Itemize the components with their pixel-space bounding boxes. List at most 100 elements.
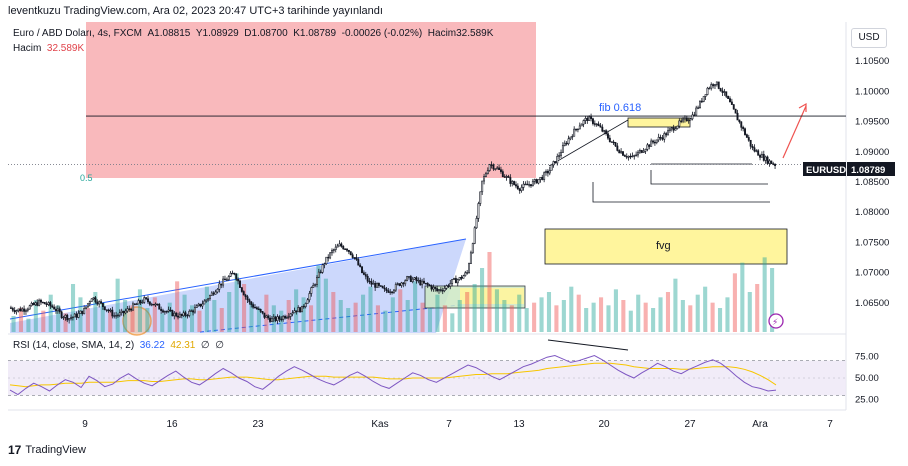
candle-body <box>575 128 578 131</box>
candle-body <box>167 309 170 312</box>
candle-body <box>385 288 388 291</box>
volume-bar <box>472 284 477 332</box>
last-price-tag <box>847 162 895 176</box>
candle-body <box>434 286 437 289</box>
candle-body <box>113 315 116 317</box>
candle-body <box>699 100 701 109</box>
candle-body <box>148 301 151 305</box>
candle-body <box>246 296 249 301</box>
candle-body <box>411 278 414 282</box>
candle-body <box>546 170 549 174</box>
volume-bar <box>56 305 61 332</box>
legend-symbol[interactable]: Euro / ABD Doları, 4s, FXCM <box>13 28 142 39</box>
candle-body <box>550 164 553 171</box>
candle-body <box>45 303 48 306</box>
volume-bar <box>435 294 440 332</box>
volume-bar <box>524 308 529 332</box>
candle-body <box>541 176 544 180</box>
volume-bar <box>242 284 247 332</box>
volume-bar <box>546 292 552 332</box>
candle-body <box>310 287 313 294</box>
candle-body <box>60 311 63 318</box>
candle-body <box>721 90 724 93</box>
candle-body <box>471 243 474 254</box>
candle-body <box>370 281 373 285</box>
rsi-legend-name[interactable]: RSI (14, close, SMA, 14, 2) <box>13 340 135 351</box>
candle-body <box>261 311 264 314</box>
candle-body <box>571 135 574 138</box>
candle-body <box>154 303 157 306</box>
currency-button[interactable]: USD <box>851 28 887 48</box>
candle-body <box>295 310 298 313</box>
candle-body <box>576 128 579 131</box>
candle-body <box>501 171 504 177</box>
volume-bar <box>323 278 328 332</box>
candle-body <box>528 184 531 186</box>
candle-body <box>697 107 700 109</box>
candle-body <box>759 155 761 158</box>
candle-body <box>58 308 61 313</box>
candle-body <box>584 118 587 121</box>
volume-legend-label[interactable]: Hacim <box>13 43 42 54</box>
candle-body <box>520 187 523 191</box>
candle-body <box>13 310 16 313</box>
candle-body <box>17 308 20 311</box>
candle-body <box>543 172 546 180</box>
candle-body <box>115 315 118 317</box>
candle-body <box>38 299 41 306</box>
candle-body <box>531 180 534 187</box>
candle-body <box>128 308 131 310</box>
alert-icon[interactable] <box>768 313 784 329</box>
candle-body <box>725 91 728 97</box>
candle-body <box>276 316 279 321</box>
candle-body <box>188 310 191 316</box>
candle-body <box>364 274 367 277</box>
candle-body <box>730 101 733 105</box>
candle-body <box>163 310 166 313</box>
candle-body <box>468 263 470 273</box>
candle-body <box>26 308 29 311</box>
candle-body <box>73 313 76 318</box>
volume-bar <box>219 308 224 332</box>
candle-body <box>319 271 322 274</box>
candle-body <box>419 279 422 286</box>
candle-body <box>558 154 561 157</box>
candle-body <box>263 312 266 318</box>
candle-body <box>175 312 178 317</box>
candle-body <box>449 283 452 287</box>
candle-body <box>569 136 572 140</box>
candle-body <box>361 266 363 274</box>
time-tick-label: Kas <box>371 419 388 430</box>
volume-bar <box>710 302 715 332</box>
footer-brand[interactable]: TradingView <box>25 444 86 456</box>
candle-body <box>601 126 604 132</box>
candle-body <box>578 125 581 130</box>
candle-body <box>250 301 253 305</box>
candle-body <box>400 282 403 286</box>
candle-body <box>15 310 18 313</box>
volume-bar <box>338 300 343 332</box>
candle-body <box>190 310 193 312</box>
candle-body <box>30 302 33 307</box>
candle-body <box>77 313 80 318</box>
candle-body <box>732 104 735 110</box>
candle-body <box>404 280 407 285</box>
volume-bar <box>145 308 150 332</box>
volume-bar <box>502 300 507 332</box>
candle-body <box>648 144 651 147</box>
time-tick-label: 20 <box>598 419 610 430</box>
candle-body <box>672 127 675 131</box>
candle-body <box>116 314 119 317</box>
candle-body <box>21 308 24 312</box>
volume-bar <box>383 310 388 332</box>
volume-bar <box>212 300 217 332</box>
candle-body <box>71 316 74 319</box>
candle-body <box>695 107 698 116</box>
candle-body <box>516 185 519 190</box>
candle-body <box>111 309 114 317</box>
candle-body <box>79 310 82 314</box>
candle-body <box>177 315 179 318</box>
candle-body <box>180 313 183 317</box>
candle-body <box>755 150 758 152</box>
candle-body <box>451 279 454 284</box>
